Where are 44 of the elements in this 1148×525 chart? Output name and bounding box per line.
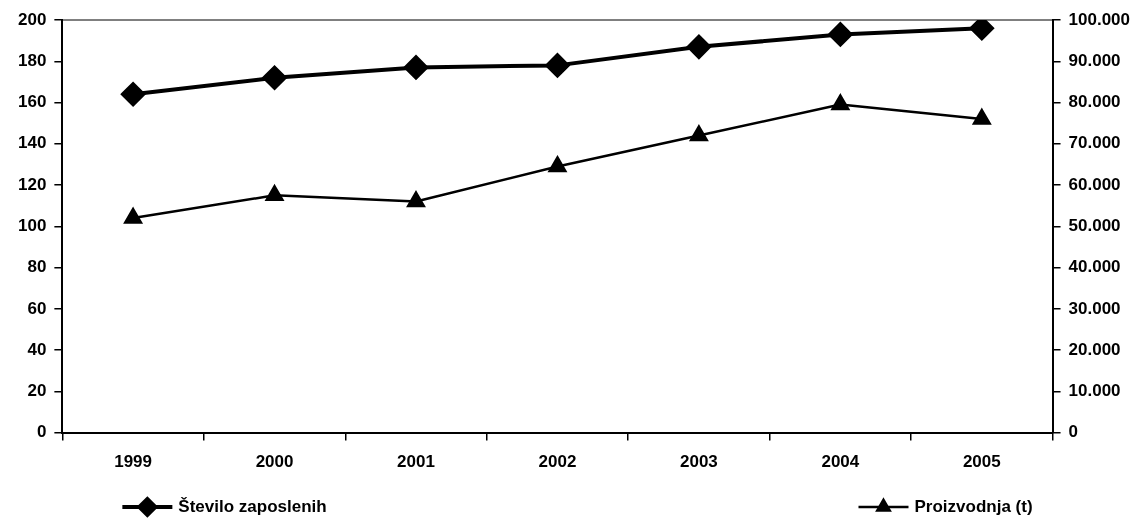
y2-tick-label: 30.000 (1068, 298, 1121, 318)
y2-tick-label: 60.000 (1068, 174, 1121, 194)
x-tick-label: 2002 (538, 452, 577, 472)
x-tick-label: 2001 (397, 452, 435, 472)
y2-tick-label: 90.000 (1068, 50, 1121, 70)
y2-tick-label: 40.000 (1068, 257, 1121, 277)
y-tick-label: 0 (36, 422, 47, 442)
y2-tick-label: 0 (1068, 422, 1079, 442)
point (972, 108, 991, 125)
point (124, 207, 143, 224)
y2-tick-label: 10.000 (1068, 381, 1121, 401)
point (548, 156, 567, 173)
y2-tick-label: 80.000 (1068, 92, 1121, 112)
y-tick-label: 140 (17, 133, 47, 153)
y-tick-label: 180 (17, 50, 47, 70)
legend-label: Proizvodnja (t) (914, 496, 1033, 516)
y-tick-label: 80 (27, 257, 47, 277)
y-tick-label: 120 (17, 174, 47, 194)
point (262, 65, 287, 90)
point (121, 82, 146, 107)
y-tick-label: 100 (17, 215, 47, 235)
y-tick-label: 20 (27, 381, 47, 401)
y-tick-label: 200 (17, 9, 47, 29)
point (265, 185, 284, 202)
x-tick-label: 2004 (821, 452, 860, 472)
x-tick-label: 1999 (114, 452, 153, 472)
x-tick-label: 2005 (962, 452, 1001, 472)
point (404, 55, 428, 80)
y-tick-label: 40 (27, 339, 47, 359)
point (831, 94, 850, 111)
y2-tick-label: 20.000 (1068, 339, 1121, 359)
x-tick-label: 2000 (255, 452, 294, 472)
point (545, 53, 570, 78)
point (689, 125, 708, 142)
x-tick-label: 2003 (680, 452, 718, 472)
y2-tick-label: 100.000 (1068, 9, 1130, 29)
y2-tick-label: 50.000 (1068, 215, 1121, 235)
point (406, 191, 426, 208)
legend-label: Število zaposlenih (178, 496, 327, 516)
point (686, 34, 711, 59)
y-tick-label: 60 (27, 298, 47, 318)
y2-tick-label: 70.000 (1068, 133, 1121, 153)
point (828, 22, 853, 47)
y-tick-label: 160 (17, 92, 47, 112)
